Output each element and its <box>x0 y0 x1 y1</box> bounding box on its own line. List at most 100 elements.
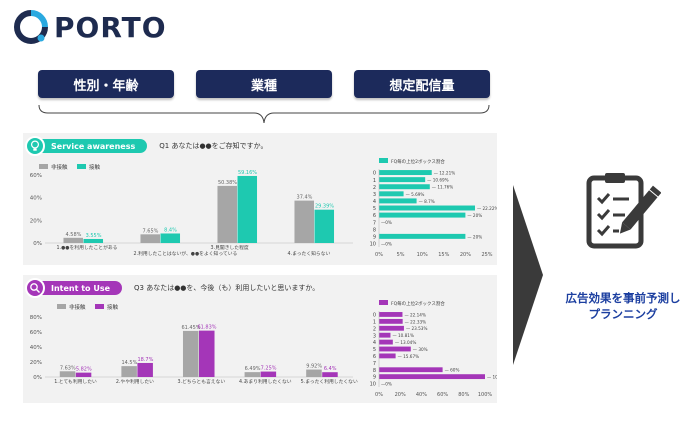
bar-data-label: 6.49% <box>245 366 261 372</box>
bar-data-label: 29.39% <box>315 204 334 210</box>
bar-data-label: —0% <box>381 381 392 386</box>
bar-data-label: 7.63% <box>60 365 76 371</box>
bar <box>379 212 466 218</box>
x-tick-label: 100% <box>478 392 493 398</box>
category-label: 2 <box>373 185 376 191</box>
bar <box>121 366 137 377</box>
bar-data-label: — 22.22% <box>477 206 497 211</box>
category-label: 4 <box>373 340 376 346</box>
category-label: 4.あまり利用したくない <box>239 378 292 385</box>
intent-to-use-panel: Intent to Use Q3 あなたは●●を、今後（も）利用したいと思います… <box>23 275 497 403</box>
x-tick-label: 5% <box>397 252 405 258</box>
bar-data-label: — 100 <box>487 375 497 380</box>
bar <box>260 371 277 377</box>
bar <box>63 237 83 243</box>
category-label: 6 <box>373 213 376 219</box>
category-label: 3 <box>373 333 376 339</box>
category-label: 8 <box>373 368 376 374</box>
bar-data-label: — 23.53% <box>406 326 428 331</box>
category-label: 1.とても利用したい <box>54 378 97 385</box>
bar <box>379 339 393 345</box>
legend-swatch <box>77 164 86 169</box>
bar <box>379 325 404 331</box>
y-tick-label: 0% <box>33 241 42 247</box>
y-tick-label: 0% <box>33 375 42 381</box>
service-awareness-label: Service awareness <box>25 136 148 156</box>
bar-data-label: 18.7% <box>137 357 153 363</box>
bar <box>59 371 76 377</box>
legend-label: FQ毎の上位2ボックス割合 <box>391 158 445 165</box>
category-label: 4 <box>373 199 376 205</box>
legend-label: 接触 <box>89 163 101 171</box>
bar <box>244 372 261 377</box>
bar-data-label: —0% <box>381 241 392 246</box>
y-tick-label: 60% <box>30 173 42 179</box>
legend-label: FQ毎の上位2ボックス割合 <box>391 300 445 307</box>
lightbulb-icon <box>25 136 45 156</box>
service-awareness-panel: Service awareness Q1 あなたは●●をご存知ですか。 非接触 接… <box>23 133 497 265</box>
search-icon <box>25 278 45 298</box>
bar <box>137 362 153 377</box>
category-label: 10 <box>370 242 376 248</box>
category-label: 5.まったく利用したくない <box>301 378 358 385</box>
category-label: 3 <box>373 192 376 198</box>
x-tick-label: 15% <box>438 252 449 258</box>
category-label: 0 <box>373 171 376 177</box>
legend-swatch <box>379 300 388 305</box>
x-tick-label: 20% <box>395 392 406 398</box>
intent-to-use-label: Intent to Use <box>25 278 123 298</box>
bar <box>75 372 92 377</box>
category-label: 3.見聞きした程度 <box>211 244 249 251</box>
bar-data-label: 7.65% <box>143 228 159 234</box>
bar <box>322 372 338 377</box>
category-label: 5 <box>373 206 376 212</box>
legend-swatch <box>57 304 66 309</box>
x-tick-label: 0% <box>375 392 383 398</box>
bar-data-label: 7.25% <box>261 366 277 372</box>
bar-data-label: 37.4% <box>297 195 313 201</box>
conclusion-text: 広告効果を事前予測し プランニング <box>548 290 698 322</box>
category-label: 10 <box>370 382 376 388</box>
tab-industry[interactable]: 業種 <box>196 70 332 98</box>
y-tick-label: 80% <box>30 315 42 321</box>
intent-fq-chart: FQ毎の上位2ボックス割合 0 — 22.14% 1 — 22.33% 2 — 23.53%… <box>370 300 497 398</box>
bar-data-label: 59.16% <box>238 170 257 176</box>
y-tick-label: 40% <box>30 196 42 202</box>
category-label: 5 <box>373 347 376 353</box>
x-tick-label: 40% <box>416 392 427 398</box>
bar-data-label: —0% <box>381 220 392 225</box>
y-tick-label: 60% <box>30 330 42 336</box>
question-q1: Q1 あなたは●●をご存知ですか。 <box>159 142 268 150</box>
clipboard-checklist-icon <box>586 173 661 249</box>
bar <box>83 238 104 243</box>
bar-data-label: 5.82% <box>76 367 92 373</box>
bar-data-label: 61.45% <box>181 325 200 331</box>
category-label: 6 <box>373 354 376 360</box>
tab-delivery-volume[interactable]: 想定配信量 <box>354 70 490 98</box>
bar <box>294 200 314 243</box>
brand-name: PORTO <box>54 10 167 44</box>
bar-data-label: — 10.81% <box>392 333 414 338</box>
y-tick-label: 20% <box>30 360 42 366</box>
category-label: 7 <box>373 220 376 226</box>
bar-data-label: — 8.7% <box>419 199 435 204</box>
category-label: 8 <box>373 227 376 233</box>
x-tick-label: 20% <box>460 252 471 258</box>
category-label: 0 <box>373 313 376 319</box>
category-label: 2 <box>373 326 376 332</box>
porto-logo: PORTO <box>14 10 167 44</box>
x-tick-label: 25% <box>481 252 492 258</box>
bar-data-label: 3.55% <box>86 233 102 239</box>
category-label: 9 <box>373 234 376 240</box>
bar-data-label: — 20% <box>467 213 482 218</box>
awareness-fq-chart: FQ毎の上位2ボックス割合 0 — 12.21% 1 — 10.69% 2 — 11.76%… <box>370 158 497 258</box>
bar <box>314 209 335 243</box>
bar-data-label: — 22.14% <box>404 312 426 317</box>
question-q3: Q3 あなたは●●を、今後（も）利用したいと思いますか。 <box>134 284 320 292</box>
tab-gender-age[interactable]: 性別・年齢 <box>38 70 174 98</box>
bar-data-label: — 13.04% <box>395 340 417 345</box>
bar <box>379 374 485 380</box>
bar <box>199 330 215 377</box>
bar-data-label: 61.83% <box>197 325 216 331</box>
grouping-brace <box>38 104 490 124</box>
